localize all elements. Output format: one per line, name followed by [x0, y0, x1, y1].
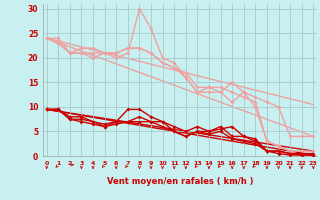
X-axis label: Vent moyen/en rafales ( km/h ): Vent moyen/en rafales ( km/h ) — [107, 177, 253, 186]
